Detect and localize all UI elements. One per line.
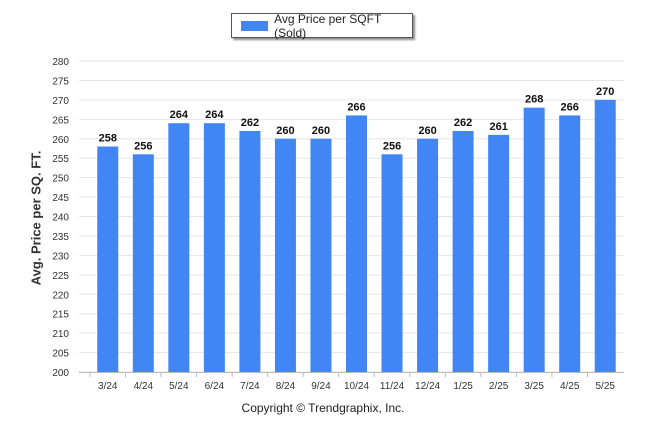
legend-label: Avg Price per SQFT (Sold): [274, 11, 382, 40]
data-label: 262: [241, 117, 259, 129]
data-label: 260: [312, 125, 330, 137]
data-label: 258: [99, 133, 117, 145]
data-label: 270: [596, 86, 614, 98]
y-tick-label: 255: [52, 154, 69, 165]
data-label: 261: [489, 121, 507, 133]
x-tick-label: 9/24: [311, 381, 331, 392]
y-tick-label: 270: [52, 96, 69, 107]
bar: [239, 130, 261, 372]
y-tick-label: 215: [52, 310, 69, 321]
bar: [523, 107, 545, 373]
x-tick-label: 5/25: [595, 381, 615, 392]
x-tick-label: 7/24: [240, 381, 260, 392]
data-label: 268: [525, 94, 543, 106]
data-label: 266: [561, 101, 579, 113]
bar: [594, 99, 616, 372]
data-label: 260: [276, 125, 294, 137]
x-tick-label: 2/25: [489, 381, 509, 392]
bar: [488, 134, 510, 372]
bar: [310, 138, 332, 372]
bar: [381, 154, 403, 372]
x-tick-label: 3/24: [98, 381, 118, 392]
x-tick-label: 1/25: [453, 381, 473, 392]
y-tick-label: 250: [52, 174, 69, 185]
x-tick-label: 6/24: [205, 381, 225, 392]
y-tick-label: 265: [52, 115, 69, 126]
y-tick-label: 280: [52, 57, 69, 68]
bar: [274, 138, 296, 372]
legend-swatch: [241, 20, 269, 31]
data-label: 260: [418, 125, 436, 137]
y-tick-label: 275: [52, 76, 69, 87]
x-tick-label: 11/24: [380, 381, 405, 392]
data-label: 264: [170, 109, 189, 121]
bar: [452, 130, 474, 372]
y-tick-label: 240: [52, 213, 69, 224]
x-tick-label: 4/24: [134, 381, 154, 392]
y-tick-label: 210: [52, 329, 69, 340]
legend: Avg Price per SQFT (Sold): [231, 11, 413, 40]
x-tick-label: 8/24: [276, 381, 296, 392]
y-tick-label: 225: [52, 271, 69, 282]
x-tick-label: 3/25: [524, 381, 544, 392]
y-tick-label: 260: [52, 135, 69, 146]
copyright-text: Copyright © Trendgraphix, Inc.: [241, 401, 405, 415]
bar: [132, 154, 154, 372]
y-tick-label: 245: [52, 193, 69, 204]
bar: [346, 115, 367, 373]
bar: [559, 115, 581, 373]
bar: [203, 123, 225, 372]
y-tick-label: 220: [52, 290, 69, 301]
bar: [168, 123, 190, 372]
y-tick-label: 200: [52, 368, 69, 379]
x-tick-label: 5/24: [169, 381, 189, 392]
data-label: 264: [205, 109, 224, 121]
data-label: 256: [383, 140, 401, 152]
bar: [97, 146, 119, 372]
y-tick-label: 230: [52, 251, 69, 262]
data-label: 256: [134, 140, 152, 152]
x-tick-label: 12/24: [415, 381, 440, 392]
y-tick-label: 205: [52, 349, 69, 360]
bar: [417, 138, 439, 372]
y-tick-label: 235: [52, 232, 69, 243]
y-axis-label: Avg. Price per SQ. FT.: [28, 150, 44, 286]
x-tick-label: 4/25: [560, 381, 580, 392]
x-tick-label: 10/24: [344, 381, 369, 392]
data-label: 266: [347, 101, 365, 113]
data-label: 262: [454, 117, 472, 129]
